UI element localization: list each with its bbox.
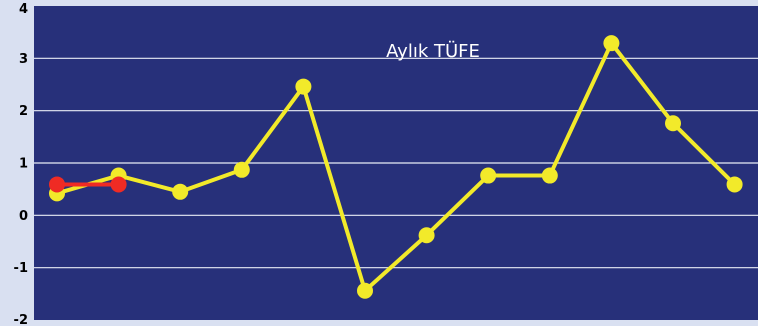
series-1-line <box>56 41 737 293</box>
chart-title: Aylık TÜFE <box>386 40 480 62</box>
series-1-point <box>726 176 743 193</box>
series-1-point <box>603 35 620 52</box>
y-tick-label: 4 <box>19 2 28 17</box>
series-1-point <box>665 115 681 132</box>
series-1-point <box>418 227 435 244</box>
series-1-point <box>172 183 189 200</box>
y-tick-label: 2 <box>19 104 28 119</box>
series-layer <box>49 35 743 299</box>
series-1-point <box>480 167 497 184</box>
y-tick-label: -1 <box>14 261 28 276</box>
y-tick-label: -2 <box>14 313 28 326</box>
series-1-point <box>295 78 312 95</box>
gridlines <box>34 57 758 269</box>
series-1-point <box>233 161 250 178</box>
series-2-point <box>49 176 65 193</box>
y-tick-label: 1 <box>19 157 28 172</box>
y-tick-label: 0 <box>19 209 28 224</box>
y-axis-tick-labels: 4 3 2 1 0 -1 -2 <box>14 2 28 326</box>
series-2-point <box>110 176 127 193</box>
series-1-point <box>357 282 373 299</box>
series-1-point <box>541 167 558 184</box>
y-tick-label: 3 <box>19 52 28 67</box>
